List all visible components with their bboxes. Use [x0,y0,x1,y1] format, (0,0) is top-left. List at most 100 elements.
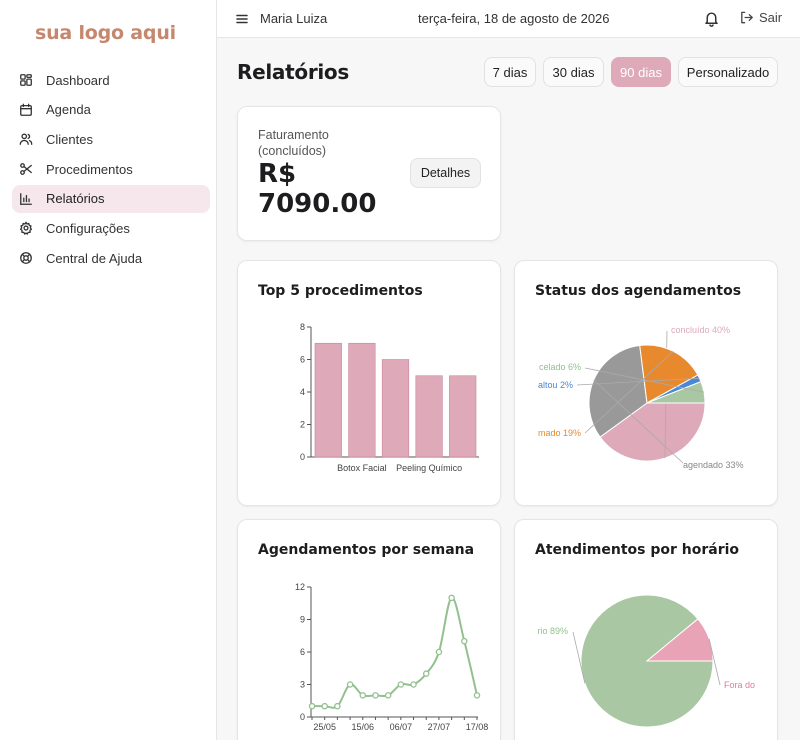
y-tick-label: 12 [295,582,305,592]
range-custom-button[interactable]: Personalizado [678,57,778,87]
lifebuoy-icon [20,252,32,265]
card-title: Atendimentos por horário [535,542,740,558]
sidebar-item-label: Agenda [46,102,91,118]
pie-label: celado 6% [539,362,581,372]
bar [348,342,376,458]
users-icon [19,133,33,146]
pie-label: mado 19% [538,428,581,438]
data-point [334,702,341,710]
x-tick-label: 17/08 [466,722,489,732]
data-point [359,692,367,699]
page-title: Relatórios [237,60,349,84]
data-point [461,637,468,645]
logout-button[interactable]: Sair [739,10,782,25]
sidebar-item-label: Central de Ajuda [46,250,143,266]
sidebar-item-configuracoes[interactable]: Configurações [12,214,210,242]
menu-icon[interactable] [235,12,249,26]
data-point [346,681,354,688]
data-point [473,692,481,699]
sidebar-item-agenda[interactable]: Agenda [12,96,210,124]
pie-leader-line [593,379,684,464]
pie-leader-line [576,377,700,386]
sidebar: sua logo aqui Dashboard Agenda Clientes … [0,0,217,740]
x-tick-label: 06/07 [390,722,413,732]
y-tick-label: 9 [300,615,305,625]
bell-icon[interactable] [703,10,720,27]
x-tick-label: Peeling Químico [396,463,462,473]
logout-icon [741,11,753,24]
bar [415,375,443,458]
sidebar-item-label: Dashboard [46,72,110,88]
data-point [422,670,430,677]
logo: sua logo aqui [35,22,176,44]
user-name: Maria Luiza [260,11,328,26]
gear-icon [19,222,33,236]
pie-label: agendado 33% [683,460,744,470]
range-90-days-button[interactable]: 90 dias [611,57,671,87]
series-line [312,596,478,709]
top-procedures-chart: 0 2 4 6 8 Botox Facial Peeling Químico [300,322,479,473]
data-point [321,702,328,710]
y-tick-label: 6 [300,355,305,365]
card-title: Top 5 procedimentos [258,283,423,299]
range-7-days-button[interactable]: 7 dias [484,57,536,87]
sidebar-item-dashboard[interactable]: Dashboard [12,66,210,94]
weekly-appointments-card: Agendamentos por semana 0 3 6 9 12 25/05 15/06… [237,519,501,740]
pie-label: altou 2% [538,380,573,390]
x-tick-label: 25/05 [313,722,336,732]
y-tick-label: 6 [300,647,305,657]
y-tick-label: 2 [300,420,305,430]
data-point [448,594,455,602]
bar [449,375,477,458]
hourly-appointments-chart: rio 89% Fora do [537,594,755,728]
appointment-status-chart: concluído 40% agendado 33% mado 19% altou 2… [538,325,744,470]
bar [381,359,410,458]
range-30-days-button[interactable]: 30 dias [543,57,604,87]
data-point [372,692,379,699]
data-point [384,692,392,699]
pie-leader-line [572,631,586,684]
data-point [410,681,417,688]
sidebar-item-procedimentos[interactable]: Procedimentos [12,155,210,183]
pie-label: rio 89% [537,626,568,636]
x-tick-label: Botox Facial [337,463,387,473]
x-tick-label: 27/07 [428,722,451,732]
sidebar-item-central-de-ajuda[interactable]: Central de Ajuda [12,244,210,272]
revenue-label: Faturamento (concluídos) [258,128,329,158]
sidebar-item-label: Clientes [46,131,93,147]
pie-leader-line [708,638,721,686]
y-tick-label: 0 [300,712,305,722]
scissors-icon [20,163,32,175]
sidebar-item-clientes[interactable]: Clientes [12,125,210,153]
dashboard-icon [20,74,32,86]
data-point [308,702,316,710]
logout-label: Sair [759,10,783,25]
bar [314,342,342,458]
weekly-appointments-chart: 0 3 6 9 12 25/05 15/06 06/07 27/07 17/08 [295,582,489,732]
revenue-card: Faturamento (concluídos) R$ 7090.00 Deta… [237,106,501,241]
pie-label: Fora do [724,680,755,690]
y-tick-label: 3 [300,680,305,690]
current-date: terça-feira, 18 de agosto de 2026 [418,11,610,26]
revenue-value: R$ 7090.00 [258,159,377,219]
sidebar-item-label: Configurações [46,220,130,236]
hourly-appointments-card: Atendimentos por horário rio 89% Fora do [514,519,778,740]
details-button[interactable]: Detalhes [410,158,481,188]
sidebar-item-label: Procedimentos [46,161,133,177]
y-tick-label: 4 [300,387,305,397]
sidebar-item-label: Relatórios [46,191,105,207]
bar-chart-icon [20,192,32,205]
sidebar-item-relatorios[interactable]: Relatórios [12,184,210,213]
card-title: Status dos agendamentos [535,283,742,299]
pie-leader-line [584,351,674,434]
data-point [397,681,405,688]
x-tick-label: 15/06 [352,722,375,732]
pie-leader-line [584,367,705,393]
y-tick-label: 0 [300,452,305,462]
data-point [435,648,443,656]
card-title: Agendamentos por semana [258,542,475,558]
topbar: Maria Luiza terça-feira, 18 de agosto de… [217,0,800,38]
pie-label: concluído 40% [671,325,730,335]
top-procedures-card: Top 5 procedimentos 0 2 4 6 8 Botox Facial Pee… [237,260,501,506]
appointment-status-card: Status dos agendamentos concluído 40% age… [514,260,778,506]
